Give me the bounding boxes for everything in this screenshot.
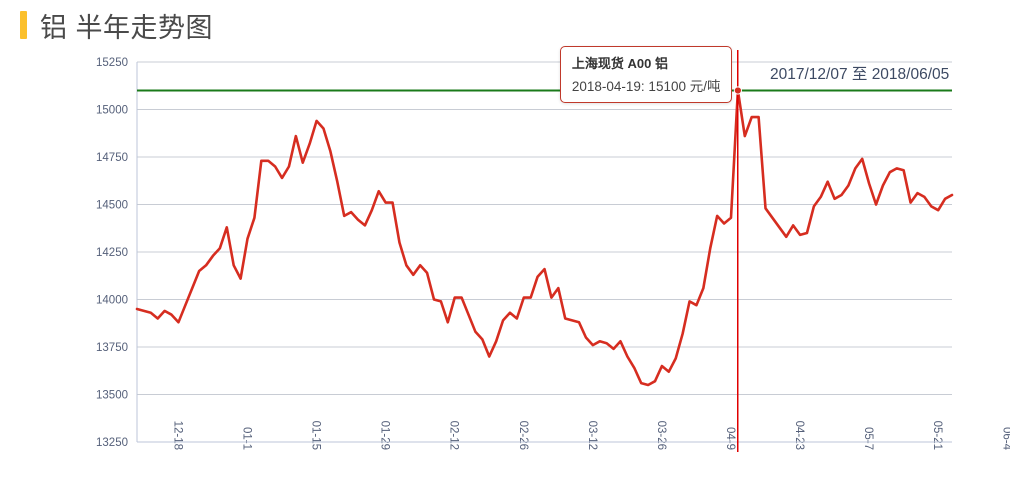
x-tick-label: 05-21 bbox=[931, 421, 943, 450]
x-axis-tick-labels: 12-18 01-1 01-15 01-29 02-12 02-26 03-12 03-26 0… bbox=[171, 421, 1010, 451]
y-tick-label: 15250 bbox=[96, 57, 128, 69]
y-axis-tick-labels: 13250 13500 13750 14000 14250 14500 14750 15000… bbox=[96, 57, 128, 449]
y-tick-label: 14750 bbox=[96, 152, 128, 164]
page-title: 铝 半年走势图 bbox=[40, 12, 214, 43]
y-tick-label: 14000 bbox=[96, 295, 128, 307]
title-accent-bar bbox=[20, 11, 27, 39]
x-tick-label: 12-18 bbox=[171, 421, 183, 450]
highlight-point-marker[interactable] bbox=[733, 86, 742, 95]
x-tick-label: 06-4 bbox=[1000, 427, 1010, 451]
chart-tooltip: 上海现货 A00 铝 2018-04-19: 15100 元/吨 bbox=[559, 45, 733, 103]
x-tick-label: 04-9 bbox=[724, 427, 736, 450]
page-header: 铝 半年走势图 bbox=[0, 0, 1010, 50]
y-tick-label: 13250 bbox=[96, 437, 128, 449]
x-tick-label: 03-26 bbox=[655, 421, 667, 450]
x-tick-label: 04-23 bbox=[793, 421, 805, 450]
x-tick-label: 01-29 bbox=[379, 421, 391, 450]
y-tick-label: 15000 bbox=[96, 105, 128, 117]
x-tick-label: 05-7 bbox=[862, 427, 874, 450]
x-tick-label: 02-12 bbox=[448, 421, 460, 450]
axis-lines bbox=[136, 62, 952, 443]
y-tick-label: 13750 bbox=[96, 342, 128, 354]
grid-lines bbox=[137, 61, 952, 443]
y-tick-label: 14500 bbox=[96, 200, 128, 212]
x-tick-label: 02-26 bbox=[517, 421, 529, 450]
y-tick-label: 13500 bbox=[96, 390, 128, 402]
tooltip-value-text: 2018-04-19: 15100 元/吨 bbox=[571, 78, 721, 94]
x-tick-label: 01-1 bbox=[241, 427, 253, 450]
series-line bbox=[135, 89, 954, 387]
x-tick-label: 01-15 bbox=[310, 421, 322, 450]
chart-container: 13250 13500 13750 14000 14250 14500 14750 15000… bbox=[0, 45, 1010, 494]
tooltip-series-name: 上海现货 A00 铝 bbox=[571, 55, 668, 71]
price-line-chart: 13250 13500 13750 14000 14250 14500 14750 15000… bbox=[96, 50, 1010, 452]
y-tick-label: 14250 bbox=[96, 247, 128, 259]
date-range-caption: 2017/12/07 至 2018/06/05 bbox=[770, 66, 950, 83]
x-tick-label: 03-12 bbox=[586, 421, 598, 450]
